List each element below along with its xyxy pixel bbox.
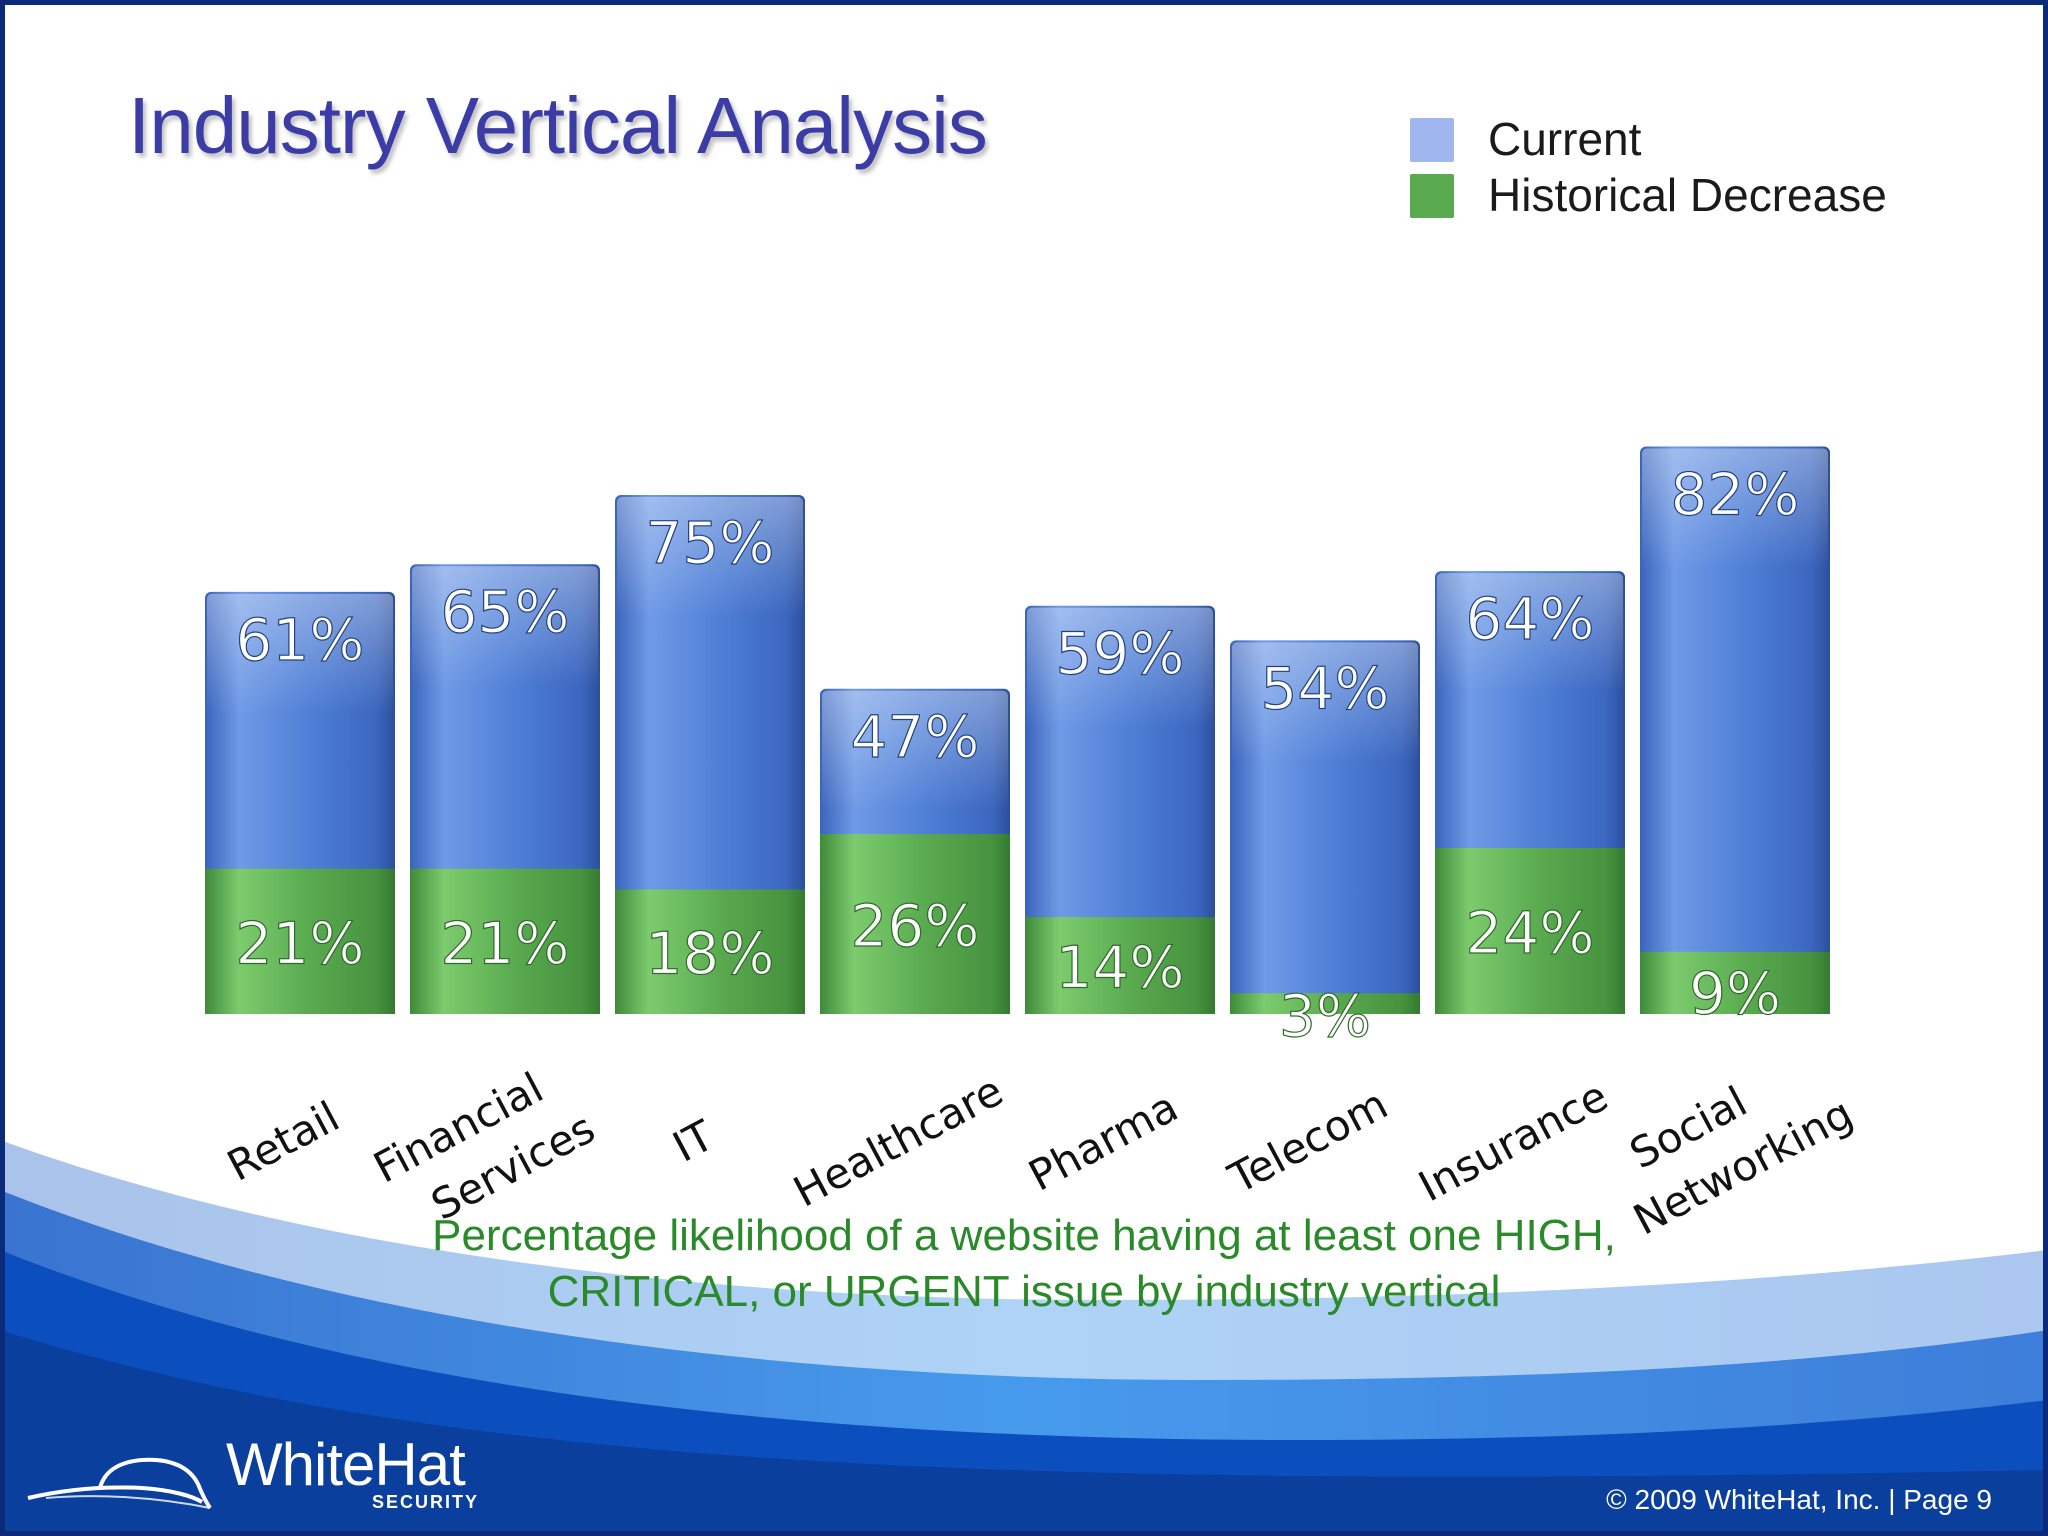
bar-historical-financial-services	[410, 868, 600, 1014]
data-label-historical-telecom: 3%	[1279, 982, 1371, 1050]
logo-text: WhiteHat	[226, 1431, 466, 1498]
category-label-line: Retail	[219, 1092, 347, 1191]
bar-historical-healthcare	[820, 834, 1010, 1014]
data-label-historical-social-networking: 9%	[1689, 960, 1781, 1028]
data-label-historical-pharma: 14%	[1056, 934, 1185, 1002]
category-label-line: Pharma	[1021, 1082, 1186, 1201]
legend-swatch-historical-decrease	[1410, 174, 1454, 218]
legend-label-current: Current	[1488, 113, 1642, 165]
slide-footer: © 2009 WhiteHat, Inc. | Page 9	[1606, 1484, 1992, 1515]
chart-caption: Percentage likelihood of a website havin…	[0, 1208, 2048, 1320]
data-label-historical-healthcare: 26%	[851, 892, 980, 960]
data-label-current-financial-services: 65%	[441, 578, 570, 646]
bar-shine-it	[617, 497, 803, 617]
category-label-insurance: Insurance	[1411, 1071, 1616, 1211]
data-label-current-healthcare: 47%	[851, 703, 980, 771]
category-label-healthcare: Healthcare	[786, 1066, 1011, 1217]
bar-shine-retail	[207, 593, 393, 714]
bar-historical-it	[615, 889, 805, 1014]
whitehat-logo: WhiteHat SECURITY	[22, 1424, 492, 1524]
logo-hat-icon	[27, 1457, 212, 1510]
bar-current-it	[615, 495, 805, 1014]
bar-shine-telecom	[1232, 642, 1418, 763]
caption-line-1: Percentage likelihood of a website havin…	[432, 1211, 1616, 1260]
bar-shine-social-networking	[1642, 448, 1828, 569]
bar-historical-pharma	[1025, 917, 1215, 1014]
category-label-retail: Retail	[219, 1092, 347, 1191]
data-label-current-pharma: 59%	[1056, 620, 1185, 688]
category-label-telecom: Telecom	[1220, 1079, 1395, 1203]
category-label-line: Healthcare	[786, 1066, 1011, 1217]
data-label-historical-retail: 21%	[236, 909, 365, 977]
bar-shine-healthcare	[822, 690, 1008, 811]
bar-shine-pharma	[1027, 607, 1213, 728]
category-label-line: Insurance	[1411, 1071, 1616, 1211]
bar-historical-social-networking	[1640, 951, 1830, 1014]
background-wave	[0, 1140, 2048, 1536]
category-label-it: IT	[665, 1110, 722, 1171]
data-label-current-insurance: 64%	[1466, 585, 1595, 653]
data-label-current-social-networking: 82%	[1671, 461, 1800, 529]
category-label-line: Telecom	[1220, 1079, 1395, 1203]
caption-line-2: CRITICAL, or URGENT issue by industry ve…	[547, 1267, 1501, 1316]
category-label-line: IT	[665, 1110, 722, 1171]
bar-current-social-networking	[1640, 446, 1830, 1014]
data-label-historical-it: 18%	[646, 920, 775, 988]
bar-historical-retail	[205, 868, 395, 1014]
data-label-current-telecom: 54%	[1261, 654, 1390, 722]
bar-shine-financial-services	[412, 566, 598, 687]
bar-shine-insurance	[1437, 573, 1623, 694]
legend-label-historical-decrease: Historical Decrease	[1488, 169, 1887, 221]
category-label-pharma: Pharma	[1021, 1082, 1186, 1201]
data-label-historical-insurance: 24%	[1466, 899, 1595, 967]
slide-title: Industry Vertical Analysis	[128, 81, 988, 170]
bar-historical-telecom	[1230, 993, 1420, 1014]
data-label-current-retail: 61%	[236, 606, 365, 674]
data-label-current-it: 75%	[646, 509, 775, 577]
data-label-historical-financial-services: 21%	[441, 909, 570, 977]
bar-historical-insurance	[1435, 847, 1625, 1014]
legend-swatch-current	[1410, 118, 1454, 162]
logo-subtext: SECURITY	[372, 1492, 480, 1512]
